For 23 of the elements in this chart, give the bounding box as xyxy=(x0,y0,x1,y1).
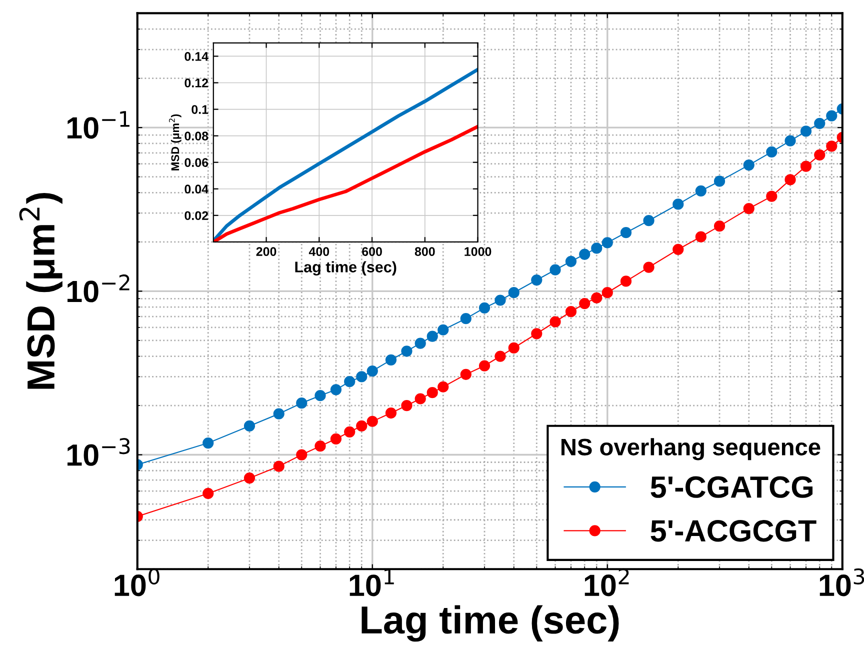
y-axis-title: MSD (μm$^{2}$) xyxy=(169,114,182,170)
y-tick-label: 0.04 xyxy=(184,184,208,194)
x-tick-label: 800 xyxy=(414,247,435,256)
x-tick-label: 1000 xyxy=(464,247,492,256)
x-tick-label: 600 xyxy=(362,247,382,256)
y-tick-label: 0.1 xyxy=(192,105,208,114)
legend-title: NS overhang sequence xyxy=(561,438,820,460)
x-tick-label: 200 xyxy=(256,247,276,256)
y-tick-label: 0.08 xyxy=(184,132,208,140)
y-tick-label: 10$^{−3}$ xyxy=(68,438,130,466)
legend-label: 5'-ACGCGT xyxy=(650,520,816,542)
y-tick-label: 10$^{−1}$ xyxy=(68,111,130,139)
y-tick-label: 0.06 xyxy=(184,158,208,167)
x-tick-label: 10$^{3}$ xyxy=(820,568,864,596)
x-tick-label: 400 xyxy=(308,247,330,256)
y-tick-label: 0.02 xyxy=(184,211,208,220)
y-tick-label: 0.12 xyxy=(184,78,208,88)
y-axis-title: MSD (μm$^{2}$) xyxy=(19,192,62,389)
x-axis-title: Lag time (sec) xyxy=(295,261,396,276)
x-axis-title: Lag time (sec) xyxy=(362,605,619,642)
y-tick-label: 0.14 xyxy=(184,52,208,61)
y-tick-label: 10$^{−2}$ xyxy=(68,274,130,302)
legend-label: 5'-CGATCG xyxy=(650,476,813,498)
